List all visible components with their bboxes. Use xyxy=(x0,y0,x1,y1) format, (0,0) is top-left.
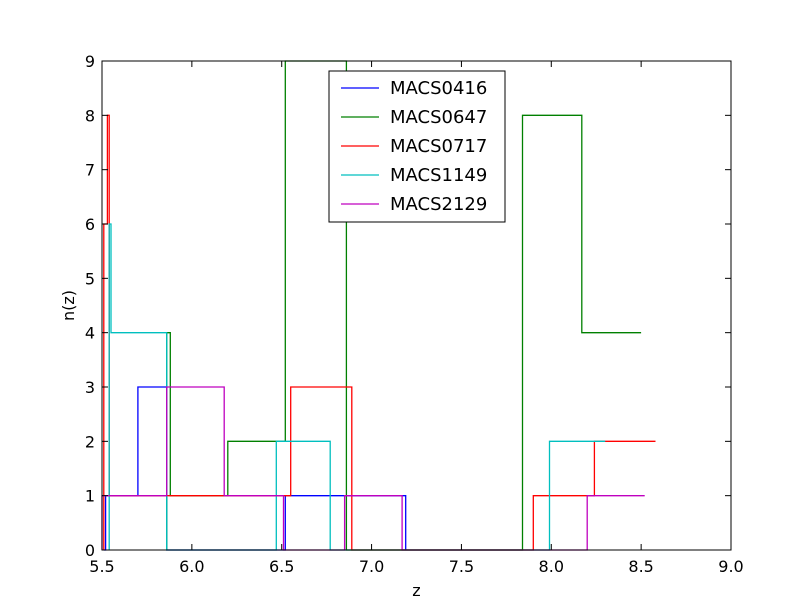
x-tick-label: 5.5 xyxy=(89,557,114,576)
x-tick-label: 6.5 xyxy=(269,557,294,576)
legend-entry-label: MACS0416 xyxy=(390,78,487,99)
x-tick-label: 7.5 xyxy=(449,557,474,576)
ticks-layer: 5.5 6.0 6.5 7.0 7.5 8.0 8.5 9.0 0 1 2 3 4 5 6 7 8 9 xyxy=(85,52,744,576)
x-axis-label: z xyxy=(412,581,420,600)
x-tick-label: 7.0 xyxy=(359,557,384,576)
legend: MACS0416 MACS0647 MACS0717 MACS1149 MACS2129 xyxy=(328,70,506,223)
x-tick-label: 9.0 xyxy=(718,557,743,576)
y-tick-label: 7 xyxy=(85,161,95,180)
x-tick-label: 6.0 xyxy=(179,557,204,576)
y-tick-label: 2 xyxy=(85,432,95,451)
y-tick-label: 9 xyxy=(85,52,95,71)
y-tick-label: 8 xyxy=(85,106,95,125)
legend-entry-label: MACS0717 xyxy=(390,136,487,157)
legend-entry-label: MACS2129 xyxy=(390,194,487,215)
plot-frame xyxy=(101,60,732,551)
x-tick-label: 8.0 xyxy=(539,557,564,576)
legend-entry-label: MACS0647 xyxy=(390,107,487,128)
y-tick-label: 4 xyxy=(85,324,95,343)
legend-entry-label: MACS1149 xyxy=(390,165,487,186)
series-line-macs0416 xyxy=(103,386,407,551)
y-tick-label: 5 xyxy=(85,269,95,288)
x-tick-label: 8.5 xyxy=(628,557,653,576)
y-tick-label: 0 xyxy=(85,541,95,560)
series-line-macs0717 xyxy=(103,114,656,551)
y-tick-label: 1 xyxy=(85,487,95,506)
y-tick-label: 3 xyxy=(85,378,95,397)
series-line-macs2129 xyxy=(101,386,645,551)
y-axis-label: n(z) xyxy=(59,290,78,321)
y-tick-label: 6 xyxy=(85,215,95,234)
